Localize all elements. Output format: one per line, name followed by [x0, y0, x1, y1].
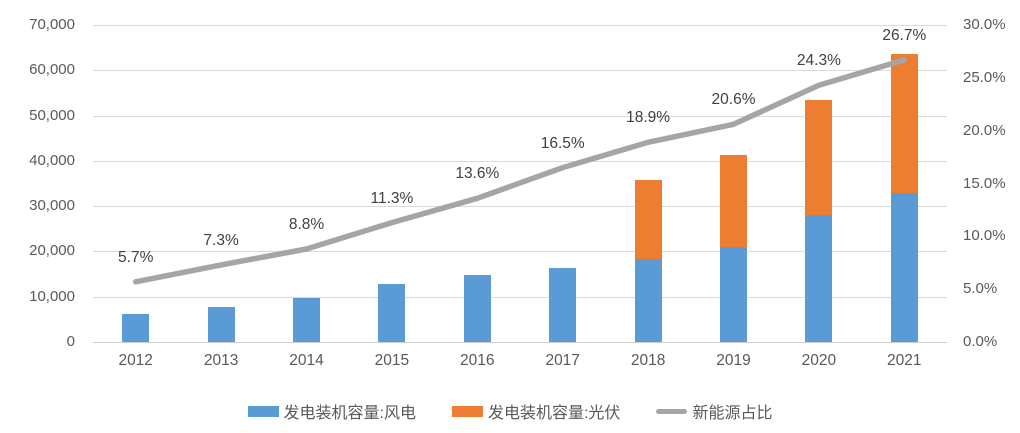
share-data-label: 20.6% [711, 91, 756, 109]
bar-wind [378, 283, 406, 342]
x-axis-category-label: 2019 [716, 352, 751, 369]
bar-wind [293, 298, 320, 342]
bar-wind [549, 267, 577, 342]
y-axis-right-tick-label: 10.0% [963, 227, 1006, 245]
share-data-label: 7.3% [203, 231, 239, 249]
share-data-label: 24.3% [796, 52, 841, 70]
x-axis-category-label: 2014 [289, 352, 324, 369]
share-data-label: 11.3% [370, 189, 414, 207]
y-axis-right-tick-label: 0.0% [963, 333, 998, 350]
y-axis-right-tick-label: 15.0% [963, 174, 1006, 192]
share-data-label: 5.7% [118, 248, 154, 266]
y-axis-left-tick-label: 50,000 [29, 106, 75, 124]
x-axis-category-label: 2015 [374, 352, 410, 369]
x-axis-category-label: 2021 [887, 352, 922, 369]
legend-item-solar: 发电装机容量:光伏 [451, 399, 621, 423]
legend-swatch-share [656, 408, 688, 414]
gridline [93, 297, 947, 298]
bar-wind [122, 314, 150, 342]
legend-label-share: 新能源占比 [692, 405, 773, 422]
legend: 发电装机容量:风电 发电装机容量:光伏 新能源占比 [0, 399, 1020, 423]
share-data-label: 18.9% [626, 109, 671, 127]
y-axis-left-tick-label: 70,000 [29, 16, 75, 33]
bar-wind [890, 193, 918, 342]
share-data-label: 16.5% [540, 134, 585, 152]
y-axis-left-tick-label: 10,000 [29, 287, 75, 305]
bar-wind [805, 214, 833, 342]
x-axis-category-label: 2013 [203, 352, 239, 369]
x-axis-category-label: 2018 [630, 352, 666, 369]
bar-wind [634, 259, 662, 342]
x-axis-category-label: 2012 [118, 352, 153, 369]
legend-item-share: 新能源占比 [656, 399, 772, 423]
legend-item-wind: 发电装机容量:风电 [247, 399, 416, 423]
x-axis-category-label: 2017 [545, 352, 580, 369]
x-axis-category-label: 2016 [460, 352, 495, 369]
x-axis-category-label: 2020 [801, 352, 837, 369]
bar-solar [720, 154, 747, 248]
y-axis-right-tick-label: 20.0% [963, 121, 1006, 139]
bar-wind [720, 247, 747, 342]
gridline [93, 25, 947, 26]
bar-solar [634, 179, 662, 260]
bar-wind [463, 274, 491, 342]
y-axis-right-tick-label: 25.0% [963, 68, 1006, 86]
y-axis-left-tick-label: 30,000 [29, 197, 75, 215]
y-axis-left-tick-label: 0 [66, 333, 75, 350]
y-axis-left-tick-label: 40,000 [29, 151, 75, 169]
y-axis-left-tick-label: 60,000 [29, 61, 75, 79]
legend-swatch-solar [451, 405, 483, 417]
bar-solar [890, 54, 918, 194]
legend-swatch-wind [247, 405, 279, 417]
y-axis-right-tick-label: 30.0% [963, 16, 1006, 33]
bar-solar [805, 100, 833, 215]
share-trend-line [132, 57, 908, 285]
x-axis-line [93, 342, 947, 343]
share-data-label: 8.8% [288, 216, 325, 233]
y-axis-left-tick-label: 20,000 [29, 242, 75, 260]
share-data-label: 13.6% [455, 165, 500, 183]
y-axis-right-tick-label: 5.0% [963, 280, 998, 298]
share-data-label: 26.7% [882, 26, 927, 44]
bar-wind [207, 307, 235, 342]
legend-label-wind: 发电装机容量:风电 [283, 405, 416, 422]
legend-label-solar: 发电装机容量:光伏 [487, 405, 621, 422]
